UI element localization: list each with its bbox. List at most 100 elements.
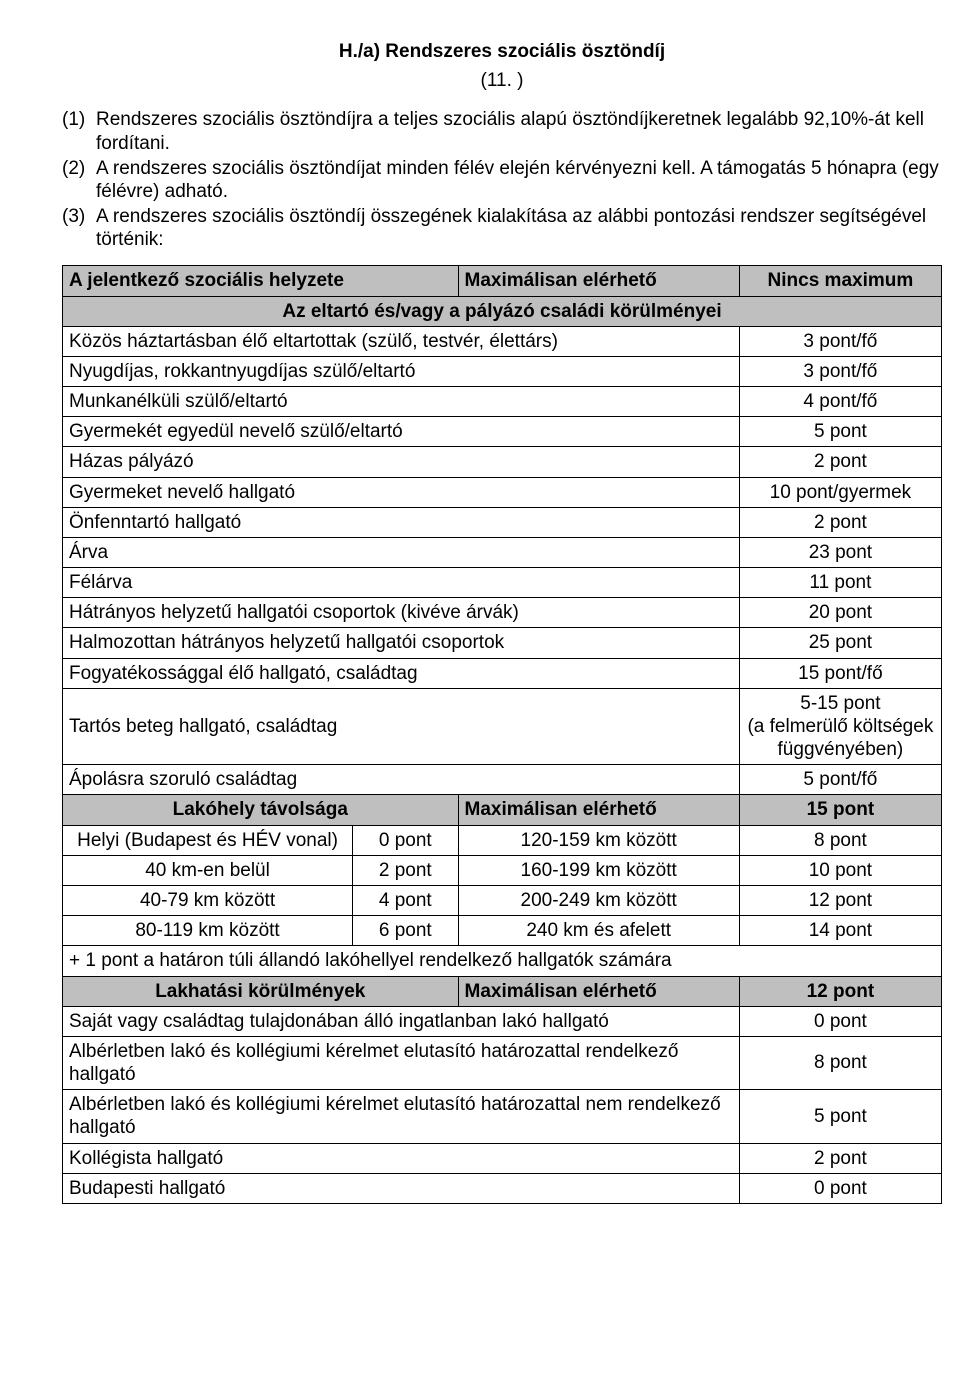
doc-title: H./a) Rendszeres szociális ösztöndíj xyxy=(62,40,942,63)
dist-b-pt: 14 pont xyxy=(739,916,941,946)
hdr-left: A jelentkező szociális helyzete xyxy=(63,266,459,296)
hdr-mid: Maximálisan elérhető xyxy=(458,266,739,296)
table-row: Tartós beteg hallgató, családtag5-15 pon… xyxy=(63,688,942,765)
section3-max: 12 pont xyxy=(739,976,941,1006)
row-label: Saját vagy családtag tulajdonában álló i… xyxy=(63,1006,740,1036)
row-value: 2 pont xyxy=(739,1143,941,1173)
row-label: Nyugdíjas, rokkantnyugdíjas szülő/eltart… xyxy=(63,356,740,386)
table-row: Kollégista hallgató2 pont xyxy=(63,1143,942,1173)
dist-a: 40 km-en belül xyxy=(63,855,353,885)
p3-text: A rendszeres szociális ösztöndíj összegé… xyxy=(96,205,942,251)
section2-mid: Maximálisan elérhető xyxy=(458,795,739,825)
table-row: Önfenntartó hallgató2 pont xyxy=(63,507,942,537)
row-value: 4 pont/fő xyxy=(739,387,941,417)
table-row: Albérletben lakó és kollégiumi kérelmet … xyxy=(63,1036,942,1089)
row-label: Gyermeket nevelő hallgató xyxy=(63,477,740,507)
row-value: 2 pont xyxy=(739,447,941,477)
dist-b: 160-199 km között xyxy=(458,855,739,885)
row-label: Albérletben lakó és kollégiumi kérelmet … xyxy=(63,1036,740,1089)
table-row: Gyermekét egyedül nevelő szülő/eltartó5 … xyxy=(63,417,942,447)
table-row: 40 km-en belül 2 pont 160-199 km között … xyxy=(63,855,942,885)
row-label: Árva xyxy=(63,537,740,567)
p2-text: A rendszeres szociális ösztöndíjat minde… xyxy=(96,157,942,203)
dist-a-pt: 6 pont xyxy=(353,916,458,946)
row-value: 5 pont xyxy=(739,417,941,447)
dist-b-pt: 10 pont xyxy=(739,855,941,885)
row-label: Budapesti hallgató xyxy=(63,1173,740,1203)
table-row: Gyermeket nevelő hallgató10 pont/gyermek xyxy=(63,477,942,507)
table-row: Közös háztartásban élő eltartottak (szül… xyxy=(63,326,942,356)
row-value: 8 pont xyxy=(739,1036,941,1089)
row-label: Albérletben lakó és kollégiumi kérelmet … xyxy=(63,1090,740,1143)
row-value: 3 pont/fő xyxy=(739,356,941,386)
row-value: 25 pont xyxy=(739,628,941,658)
row-value: 3 pont/fő xyxy=(739,326,941,356)
table-row: Helyi (Budapest és HÉV vonal) 0 pont 120… xyxy=(63,825,942,855)
row-label: Ápolásra szoruló családtag xyxy=(63,765,740,795)
row-value: 10 pont/gyermek xyxy=(739,477,941,507)
dist-b-pt: 12 pont xyxy=(739,885,941,915)
row-value: 11 pont xyxy=(739,568,941,598)
row-label: Kollégista hallgató xyxy=(63,1143,740,1173)
dist-b: 200-249 km között xyxy=(458,885,739,915)
row-label: Gyermekét egyedül nevelő szülő/eltartó xyxy=(63,417,740,447)
section3-header-row: Lakhatási körülmények Maximálisan elérhe… xyxy=(63,976,942,1006)
dist-a: 40-79 km között xyxy=(63,885,353,915)
p3-num: (3) xyxy=(62,205,96,251)
dist-a-pt: 2 pont xyxy=(353,855,458,885)
dist-a: 80-119 km között xyxy=(63,916,353,946)
table-row: Saját vagy családtag tulajdonában álló i… xyxy=(63,1006,942,1036)
section2-header-row: Lakóhely távolsága Maximálisan elérhető … xyxy=(63,795,942,825)
row-value: 2 pont xyxy=(739,507,941,537)
table-row: Ápolásra szoruló családtag5 pont/fő xyxy=(63,765,942,795)
row-label: Félárva xyxy=(63,568,740,598)
section2-note-row: + 1 pont a határon túli állandó lakóhell… xyxy=(63,946,942,976)
row-label: Önfenntartó hallgató xyxy=(63,507,740,537)
hdr-right: Nincs maximum xyxy=(739,266,941,296)
dist-a-pt: 4 pont xyxy=(353,885,458,915)
row-value: 0 pont xyxy=(739,1173,941,1203)
table-row: Albérletben lakó és kollégiumi kérelmet … xyxy=(63,1090,942,1143)
table-row: Munkanélküli szülő/eltartó4 pont/fő xyxy=(63,387,942,417)
table-row: Hátrányos helyzetű hallgatói csoportok (… xyxy=(63,598,942,628)
table-row: Házas pályázó2 pont xyxy=(63,447,942,477)
dist-b: 240 km és afelett xyxy=(458,916,739,946)
row-label: Munkanélküli szülő/eltartó xyxy=(63,387,740,417)
row-label: Fogyatékossággal élő hallgató, családtag xyxy=(63,658,740,688)
row-value: 15 pont/fő xyxy=(739,658,941,688)
row-label: Tartós beteg hallgató, családtag xyxy=(63,688,740,765)
section2-note: + 1 pont a határon túli állandó lakóhell… xyxy=(63,946,942,976)
p2-num: (2) xyxy=(62,157,96,203)
row-value: 20 pont xyxy=(739,598,941,628)
section1-title: Az eltartó és/vagy a pályázó családi kör… xyxy=(63,296,942,326)
section3-title: Lakhatási körülmények xyxy=(63,976,459,1006)
table-row: Félárva11 pont xyxy=(63,568,942,598)
row-label: Hátrányos helyzetű hallgatói csoportok (… xyxy=(63,598,740,628)
table-row: 40-79 km között 4 pont 200-249 km között… xyxy=(63,885,942,915)
row-value: 23 pont xyxy=(739,537,941,567)
section3-mid: Maximálisan elérhető xyxy=(458,976,739,1006)
table-header-row: A jelentkező szociális helyzete Maximáli… xyxy=(63,266,942,296)
section2-title: Lakóhely távolsága xyxy=(63,795,459,825)
table-row: Budapesti hallgató0 pont xyxy=(63,1173,942,1203)
dist-b: 120-159 km között xyxy=(458,825,739,855)
row-value: 5-15 pont (a felmerülő költségek függvén… xyxy=(739,688,941,765)
row-value: 0 pont xyxy=(739,1006,941,1036)
p1-text: Rendszeres szociális ösztöndíjra a telje… xyxy=(96,108,942,154)
intro-paragraphs: (1) Rendszeres szociális ösztöndíjra a t… xyxy=(62,108,942,251)
p1-num: (1) xyxy=(62,108,96,154)
table-row: Árva23 pont xyxy=(63,537,942,567)
table-row: Fogyatékossággal élő hallgató, családtag… xyxy=(63,658,942,688)
row-value: 5 pont xyxy=(739,1090,941,1143)
scoring-table: A jelentkező szociális helyzete Maximáli… xyxy=(62,265,942,1204)
row-value: 5 pont/fő xyxy=(739,765,941,795)
table-row: Nyugdíjas, rokkantnyugdíjas szülő/eltart… xyxy=(63,356,942,386)
section1-title-row: Az eltartó és/vagy a pályázó családi kör… xyxy=(63,296,942,326)
dist-a-pt: 0 pont xyxy=(353,825,458,855)
row-label: Közös háztartásban élő eltartottak (szül… xyxy=(63,326,740,356)
dist-a: Helyi (Budapest és HÉV vonal) xyxy=(63,825,353,855)
dist-b-pt: 8 pont xyxy=(739,825,941,855)
section2-max: 15 pont xyxy=(739,795,941,825)
row-label: Házas pályázó xyxy=(63,447,740,477)
table-row: 80-119 km között 6 pont 240 km és afelet… xyxy=(63,916,942,946)
